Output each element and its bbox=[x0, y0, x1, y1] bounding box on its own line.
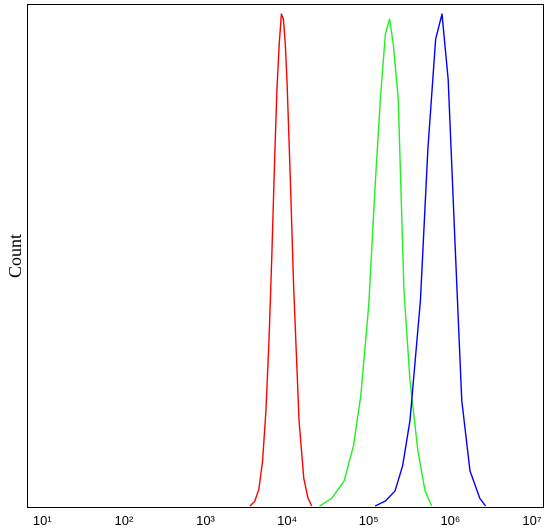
x-tick-label: 10¹ bbox=[33, 513, 52, 528]
plot-frame bbox=[27, 4, 544, 508]
x-tick-label: 10⁴ bbox=[277, 513, 297, 528]
x-tick-label: 10⁷ bbox=[522, 513, 541, 528]
histogram-line bbox=[374, 13, 487, 507]
histogram-line bbox=[249, 13, 313, 507]
y-axis-label: Count bbox=[5, 234, 25, 278]
histogram-line bbox=[319, 18, 433, 507]
x-tick-label: 10⁶ bbox=[440, 513, 460, 528]
x-tick-label: 10² bbox=[114, 513, 133, 528]
x-tick-label: 10⁵ bbox=[359, 513, 379, 528]
x-tick-label: 10³ bbox=[196, 513, 215, 528]
